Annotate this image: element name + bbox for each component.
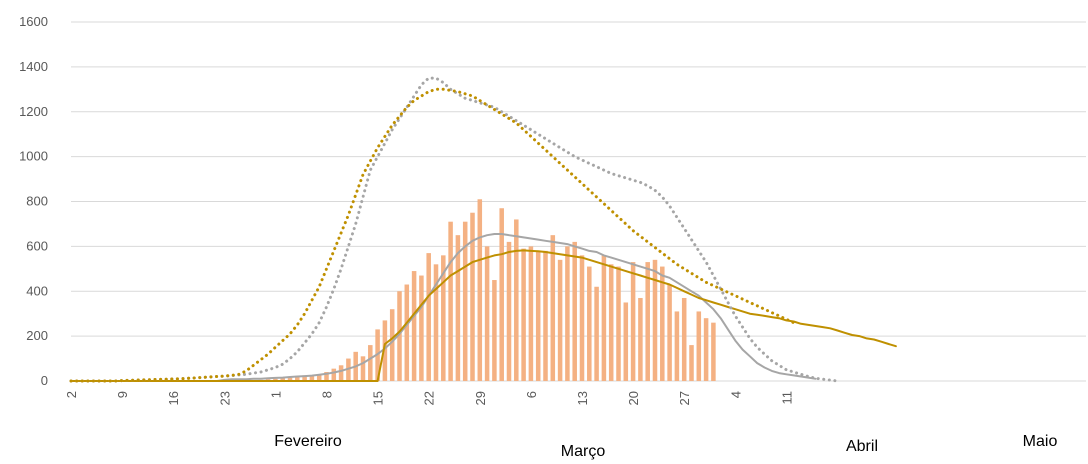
bar [550,235,556,381]
series-line-solid-1 [70,249,897,382]
bar [703,318,709,381]
bar [711,322,716,381]
y-tick-label: 1200 [19,104,48,119]
bar [448,221,453,381]
x-tick-label: 8 [320,391,335,398]
bar [441,255,446,381]
month-label: Maio [1023,433,1058,450]
line-series [69,76,897,383]
y-tick-label: 0 [41,373,48,388]
bar [543,250,548,381]
x-tick-label: 2 [64,391,79,398]
y-tick-label: 200 [26,328,48,343]
bar [557,259,563,381]
bar [594,286,599,381]
bar [411,271,417,381]
bar [295,376,300,381]
bar [419,275,424,381]
x-tick-label: 6 [524,391,539,398]
bar [404,284,410,381]
bar [572,241,577,381]
bar [565,246,570,381]
series-line-dotted-2 [69,76,839,383]
bar [316,374,322,381]
bar [484,246,490,381]
bar [608,264,614,381]
bar [674,311,680,381]
bar [389,309,395,381]
series-line-dotted-3 [69,87,796,383]
bar [470,212,475,381]
bar [273,378,278,381]
bar [324,372,329,381]
bar [630,262,636,381]
bar [652,259,658,381]
bar [360,356,366,381]
x-tick-label: 20 [626,391,641,405]
y-tick-label: 1600 [19,14,48,29]
bar [689,345,694,381]
month-labels: Fevereiro Março Abril Maio [274,433,1057,460]
bar [338,365,344,381]
bar [455,235,461,381]
x-tick-label: 16 [166,391,181,405]
y-tick-label: 600 [26,238,48,253]
x-tick-label: 4 [728,391,743,398]
bar [426,253,431,381]
x-tick-label: 15 [371,391,386,405]
bar [331,368,337,381]
bar [601,255,607,381]
bar [462,221,468,381]
month-label: Fevereiro [274,433,342,450]
bar [528,246,534,381]
x-tick-label: 29 [473,391,488,405]
bar [492,280,497,381]
bar-series [236,199,716,381]
x-tick-label: 1 [268,391,283,398]
bar [587,266,592,381]
bar [397,291,402,381]
bar [309,376,315,381]
y-axis-ticks: 0 200 400 600 800 1000 1200 1400 1600 [19,14,48,388]
bar [535,250,541,381]
bar [623,302,629,381]
bar [579,255,585,381]
bar [616,266,621,381]
y-tick-label: 400 [26,283,48,298]
x-tick-label: 13 [575,391,590,405]
x-tick-label: 11 [779,391,794,405]
x-axis-ticks: 2 9 16 23 1 8 15 22 29 6 13 20 27 4 11 [64,391,794,405]
bar [521,248,526,381]
bar [696,311,702,381]
y-tick-label: 1000 [19,149,48,164]
bar [302,375,307,381]
bar [681,297,687,381]
bar [382,320,388,381]
bar [280,378,285,381]
x-tick-label: 23 [217,391,232,405]
bar [645,262,650,381]
y-tick-label: 800 [26,194,48,209]
month-label: Abril [846,438,878,455]
bar [506,241,512,381]
x-tick-label: 27 [677,391,692,405]
bar [514,219,519,381]
y-tick-label: 1400 [19,59,48,74]
bar [433,264,439,381]
bar [477,199,483,381]
bar [638,297,643,381]
bar [660,266,665,381]
bar [368,345,373,381]
x-tick-label: 9 [115,391,130,398]
bar [499,208,504,381]
bar [667,284,672,381]
x-tick-label: 22 [422,391,437,405]
month-label: Março [561,443,606,460]
bar [346,358,351,381]
gridlines [71,21,1086,382]
bar [287,377,293,381]
